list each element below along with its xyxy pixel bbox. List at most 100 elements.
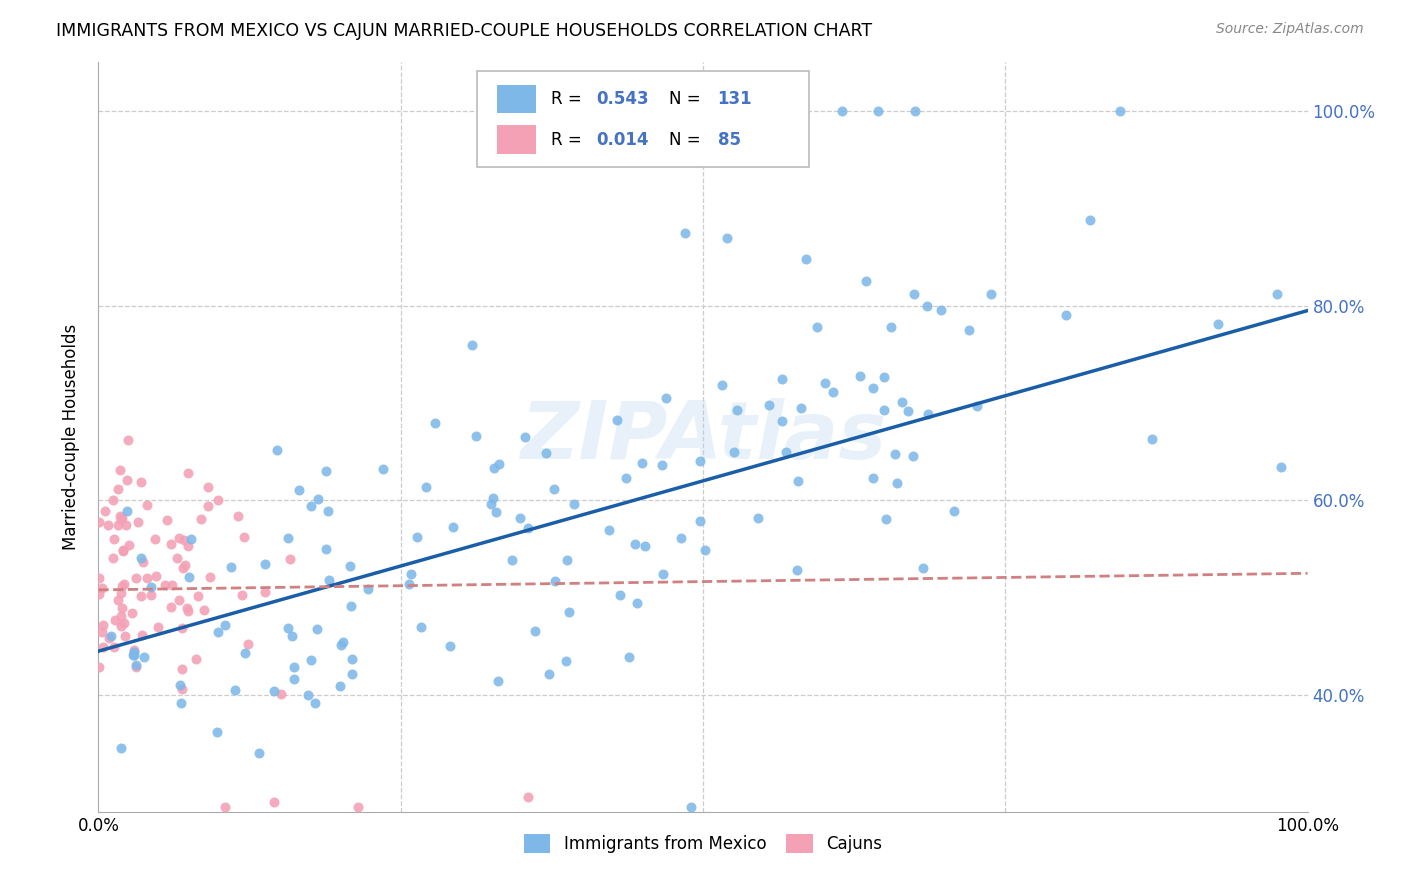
Point xyxy=(904,104,927,119)
Point xyxy=(125,658,148,673)
Point xyxy=(747,511,769,525)
Point xyxy=(172,662,194,676)
Point xyxy=(107,518,129,533)
Point xyxy=(806,320,828,334)
Point xyxy=(160,578,183,592)
Point xyxy=(875,512,897,526)
Point xyxy=(299,652,322,666)
Point xyxy=(156,513,179,527)
Point xyxy=(409,620,432,634)
Point xyxy=(103,550,125,565)
Point xyxy=(339,599,361,613)
Point xyxy=(110,512,132,526)
Point xyxy=(141,589,163,603)
Point xyxy=(332,635,354,649)
Point xyxy=(903,286,925,301)
Text: ZIPAtlas: ZIPAtlas xyxy=(520,398,886,476)
Text: 0.543: 0.543 xyxy=(596,90,650,108)
Point xyxy=(534,446,557,460)
Point xyxy=(131,550,153,565)
Point xyxy=(177,466,200,480)
Point xyxy=(111,579,134,593)
Point xyxy=(297,688,319,702)
Text: 85: 85 xyxy=(717,131,741,149)
Point xyxy=(97,518,120,533)
Point xyxy=(184,652,207,666)
Point xyxy=(167,531,190,545)
Point xyxy=(288,483,311,497)
Point xyxy=(122,645,145,659)
Point xyxy=(89,659,111,673)
Point xyxy=(723,444,745,458)
Point xyxy=(307,492,329,507)
Point xyxy=(169,592,191,607)
Point xyxy=(136,498,159,512)
Point xyxy=(315,464,337,478)
Point xyxy=(516,790,538,805)
Point xyxy=(406,530,429,544)
Point xyxy=(558,606,581,620)
Point xyxy=(329,639,352,653)
Point xyxy=(131,555,153,569)
Point xyxy=(283,660,305,674)
Text: R =: R = xyxy=(551,131,586,149)
Point xyxy=(479,497,502,511)
Point xyxy=(883,447,905,461)
Point xyxy=(679,800,702,814)
Point xyxy=(523,624,546,638)
Point xyxy=(862,471,884,485)
Point xyxy=(671,531,693,545)
Point xyxy=(114,629,136,643)
Point xyxy=(100,629,122,643)
Point xyxy=(304,696,326,710)
Point xyxy=(117,473,139,487)
Legend: Immigrants from Mexico, Cajuns: Immigrants from Mexico, Cajuns xyxy=(517,827,889,860)
Point xyxy=(115,517,138,532)
Point xyxy=(193,603,215,617)
Point xyxy=(652,566,675,581)
Point xyxy=(371,462,394,476)
Point xyxy=(315,541,337,556)
Point xyxy=(87,516,110,530)
Point xyxy=(485,505,508,519)
Text: N =: N = xyxy=(669,131,706,149)
Point xyxy=(821,384,844,399)
Point xyxy=(205,724,228,739)
Point xyxy=(790,401,813,415)
Text: 131: 131 xyxy=(717,90,752,108)
Point xyxy=(655,391,678,405)
Text: N =: N = xyxy=(669,90,706,108)
Point xyxy=(399,566,422,581)
Point xyxy=(108,463,131,477)
Point xyxy=(786,563,808,577)
Point xyxy=(190,512,212,526)
Point xyxy=(231,588,253,602)
Point xyxy=(121,648,143,662)
Point xyxy=(598,523,620,537)
Point xyxy=(132,649,155,664)
Point xyxy=(198,570,221,584)
Point xyxy=(347,800,370,814)
Point xyxy=(614,471,637,485)
Point xyxy=(155,578,177,592)
Point xyxy=(174,558,197,573)
Point xyxy=(617,649,640,664)
Bar xyxy=(498,126,536,154)
Point xyxy=(980,287,1002,301)
Point xyxy=(160,537,183,551)
Point xyxy=(562,497,585,511)
Point xyxy=(263,684,285,698)
Point xyxy=(91,624,114,639)
Point xyxy=(114,616,136,631)
Point xyxy=(555,553,578,567)
Point xyxy=(281,629,304,643)
Point xyxy=(439,640,461,654)
Point xyxy=(104,613,127,627)
Point xyxy=(716,230,738,244)
Point xyxy=(872,370,894,384)
Point xyxy=(855,274,877,288)
Point xyxy=(170,621,193,635)
Point xyxy=(283,673,305,687)
Point xyxy=(110,585,132,599)
Point xyxy=(90,581,112,595)
